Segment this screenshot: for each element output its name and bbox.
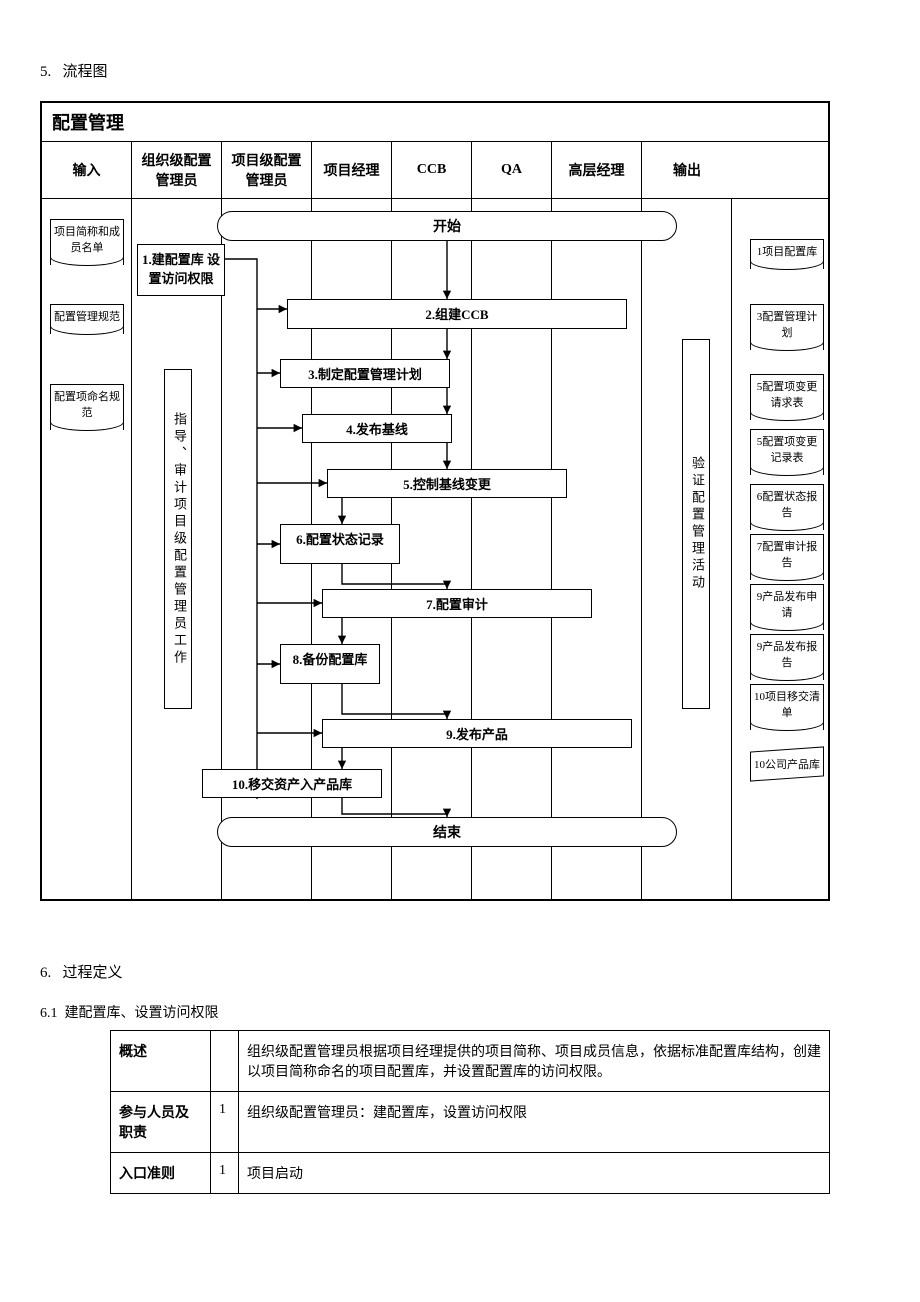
output-doc-4: 6配置状态报告 [750, 484, 824, 530]
output-doc-6: 9产品发布申请 [750, 584, 824, 630]
section-6-1-number: 6.1 [40, 1006, 58, 1021]
step-s5: 5.控制基线变更 [327, 469, 567, 498]
swimlane-headers: 输入 组织级配置管理员 项目级配置管理员 项目经理 CCB QA 高层经理 输出 [42, 142, 828, 199]
def-label: 入口准则 [111, 1153, 211, 1194]
table-row: 概述组织级配置管理员根据项目经理提供的项目简称、项目成员信息，依据标准配置库结构… [111, 1031, 830, 1092]
def-text: 组织级配置管理员根据项目经理提供的项目简称、项目成员信息，依据标准配置库结构，创… [239, 1031, 830, 1092]
table-row: 参与人员及职责1组织级配置管理员：建配置库，设置访问权限 [111, 1092, 830, 1153]
lane-head-ccb: CCB [392, 142, 472, 198]
sm-vbox: 验证配置管理活动 [682, 339, 710, 709]
input-doc-0: 项目简称和成员名单 [50, 219, 124, 265]
start-terminator: 开始 [217, 211, 677, 241]
def-text: 组织级配置管理员：建配置库，设置访问权限 [239, 1092, 830, 1153]
lane-head-input: 输入 [42, 142, 132, 198]
section-5-title: 流程图 [63, 64, 108, 80]
shape-layer: 开始结束 项目简称和成员名单配置管理规范配置项命名规范 1项目配置库 3配置管理计划 5… [42, 199, 828, 899]
section-5-number: 5. [40, 64, 51, 80]
lane-head-pm: 项目经理 [312, 142, 392, 198]
def-text: 项目启动 [239, 1153, 830, 1194]
section-6-number: 6. [40, 965, 51, 981]
input-doc-1: 配置管理规范 [50, 304, 124, 334]
flowchart-title: 配置管理 [42, 103, 828, 142]
output-doc-1: 3配置管理计划 [750, 304, 824, 350]
lane-head-proj: 项目级配置管理员 [222, 142, 312, 198]
def-num: 1 [211, 1092, 239, 1153]
section-6-heading: 6. 过程定义 [40, 961, 880, 982]
output-doc-0: 1项目配置库 [750, 239, 824, 269]
step-s7: 7.配置审计 [322, 589, 592, 618]
output-db-9: 10公司产品库 [750, 746, 824, 781]
step-s6: 6.配置状态记录 [280, 524, 400, 564]
flowchart-container: 配置管理 输入 组织级配置管理员 项目级配置管理员 项目经理 CCB QA 高层… [40, 101, 830, 901]
lane-head-output: 输出 [642, 142, 732, 198]
section-6-1-heading: 6.1 建配置库、设置访问权限 [40, 1002, 880, 1022]
lane-head-org: 组织级配置管理员 [132, 142, 222, 198]
def-num: 1 [211, 1153, 239, 1194]
step-s9: 9.发布产品 [322, 719, 632, 748]
output-doc-7: 9产品发布报告 [750, 634, 824, 680]
step-s4: 4.发布基线 [302, 414, 452, 443]
table-row: 入口准则1项目启动 [111, 1153, 830, 1194]
def-label: 概述 [111, 1031, 211, 1092]
output-doc-8: 10项目移交清单 [750, 684, 824, 730]
section-6-1-title: 建配置库、设置访问权限 [65, 1006, 219, 1021]
section-6-title: 过程定义 [63, 965, 123, 981]
input-doc-2: 配置项命名规范 [50, 384, 124, 430]
end-terminator: 结束 [217, 817, 677, 847]
lane-head-sm: 高层经理 [552, 142, 642, 198]
step-s1: 1.建配置库 设置访问权限 [137, 244, 225, 296]
output-doc-5: 7配置审计报告 [750, 534, 824, 580]
def-label: 参与人员及职责 [111, 1092, 211, 1153]
org-vbox: 指导、审计项目级配置管理员工作 [164, 369, 192, 709]
def-num [211, 1031, 239, 1092]
flow-body: 开始结束 项目简称和成员名单配置管理规范配置项命名规范 1项目配置库 3配置管理计划 5… [42, 199, 828, 899]
step-s2: 2.组建CCB [287, 299, 627, 329]
output-doc-2: 5配置项变更请求表 [750, 374, 824, 420]
step-s10: 10.移交资产入产品库 [202, 769, 382, 798]
output-doc-3: 5配置项变更记录表 [750, 429, 824, 475]
step-s8: 8.备份配置库 [280, 644, 380, 684]
step-s3: 3.制定配置管理计划 [280, 359, 450, 388]
lane-head-qa: QA [472, 142, 552, 198]
definition-table: 概述组织级配置管理员根据项目经理提供的项目简称、项目成员信息，依据标准配置库结构… [110, 1030, 830, 1194]
section-5-heading: 5. 流程图 [40, 60, 880, 81]
